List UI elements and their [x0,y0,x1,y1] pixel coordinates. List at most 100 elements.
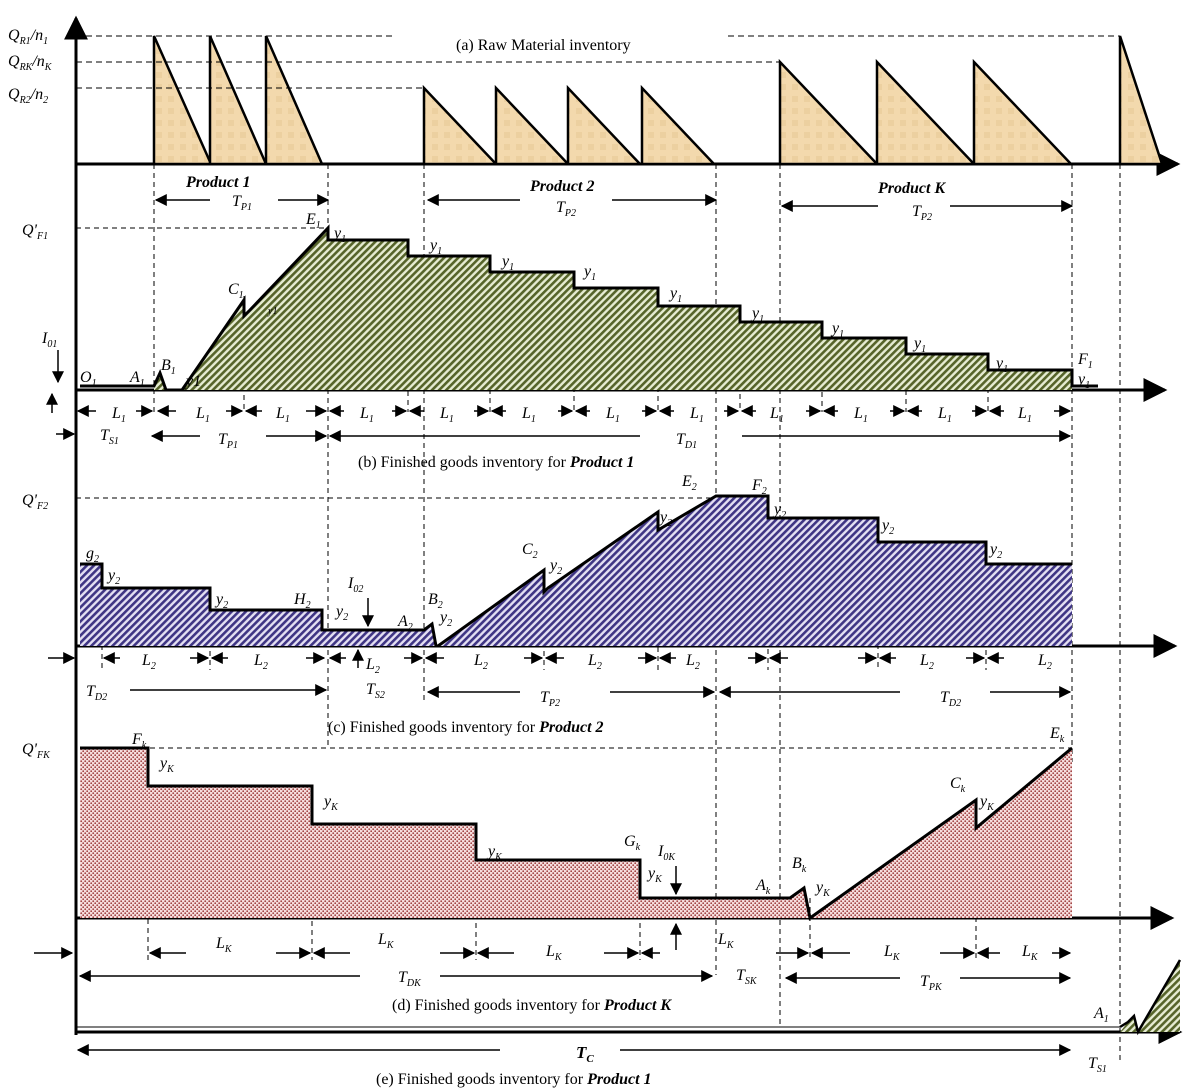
raw-level-q-r1: QR1/n1 [8,27,48,47]
raw-duration-tp1: TP1 [232,193,252,213]
product-1-inventory-line [80,224,1098,392]
svg-text:L1: L1 [359,405,374,425]
raw-duration-tp2: TP2 [556,199,576,219]
svg-text:y2: y2 [772,501,786,521]
raw-material-triangles [152,35,1164,166]
product-2-duration-td2-b: TD2 [940,689,961,709]
product-1-caption: (b) Finished goods inventory for Product… [358,454,634,471]
svg-text:y1: y1 [830,320,844,340]
svg-text:y1: y1 [1076,371,1090,391]
next-cycle-inventory-area [1120,960,1180,1032]
point-c2: C2 [522,541,538,561]
svg-text:y1: y1 [912,335,926,355]
raw-material-caption: (a) Raw Material inventory [456,37,631,54]
svg-text:L2: L2 [141,652,156,672]
product-1-interval-arrows [56,405,1072,442]
svg-text:y2: y2 [658,509,672,529]
product-2-init-arrows [352,598,374,668]
product-1-duration-td1: TD1 [676,431,697,451]
product-2-duration-ts2: TS2 [366,681,385,701]
svg-text:L1: L1 [769,405,784,425]
point-h2: H2 [293,591,311,611]
product-1-panel: Q'F1 I01 O1 A1 B1 C1 E1 F1 y1 y1 y1 y1 y… [22,211,1098,471]
product-2-interval-arrows [48,652,1072,698]
point-bk: Bk [792,855,807,875]
svg-text:y1: y1 [994,355,1008,375]
svg-text:L1: L1 [439,405,454,425]
product-1-demand-labels: y1 y1 y1 y1 y1 y1 y1 y1 y1 y1 y1 y1 [184,225,1090,391]
product-2-panel: Q'F2 g2 H2 A2 B2 C2 E2 F2 I02 y2 y2 y2 y… [22,473,1072,736]
product-k-duration-tdk: TDK [398,969,422,989]
raw-level-guides [76,35,1120,89]
raw-duration-tpk: TP2 [912,203,932,223]
product-2-title: Product 2 [529,178,594,195]
svg-text:LK: LK [717,931,735,951]
svg-text:yK: yK [322,793,339,813]
demand-label: y1 [184,373,201,390]
svg-text:L2: L2 [587,652,602,672]
product-k-inventory-line [80,746,1073,921]
product-k-inventory-area [80,748,1072,918]
point-ak: Ak [755,877,771,897]
product-1-duration-ts1: TS1 [100,427,119,447]
svg-text:L2: L2 [365,656,380,676]
svg-text:y1: y1 [332,225,346,245]
svg-text:y2: y2 [880,517,894,537]
point-o1: O1 [80,369,97,389]
point-f1: F1 [1077,351,1093,371]
svg-text:yK: yK [978,793,995,813]
svg-text:y2: y2 [214,591,228,611]
demand-label: y1 [267,306,277,317]
product-2-inventory-area [80,496,1072,646]
product-1-duration-tp1: TP1 [218,431,238,451]
svg-text:y2: y2 [548,557,562,577]
product-2-duration-td2-a: TD2 [86,683,107,703]
point-ck: Ck [950,775,966,795]
product-1-next-cycle-panel: A1 TC TS1 (e) Finished goods inventory f… [76,959,1182,1088]
point-gk: Gk [624,833,641,853]
cycle-time-label: TC [576,1043,594,1065]
product-2-duration-tp2: TP2 [540,689,560,709]
svg-text:L1: L1 [111,405,126,425]
product-2-ymax: Q'F2 [22,492,48,512]
svg-text:yK: yK [158,755,175,775]
product-k-init-label: I0K [657,843,676,863]
svg-text:y2: y2 [106,567,120,587]
product-k-panel: Q'FK Fk Gk Ak Bk Ck Ek I0K yK yK yK yK y… [22,725,1073,1014]
product-k-interval-arrows [34,947,1072,984]
next-cycle-point-a1: A1 [1093,1005,1109,1025]
point-b2: B2 [428,591,443,611]
svg-text:L2: L2 [919,652,934,672]
product-k-demand-labels: yK yK yK yK yK yK [158,755,995,899]
svg-text:y1: y1 [582,263,596,283]
svg-text:y1: y1 [668,285,682,305]
svg-text:y1: y1 [500,253,514,273]
point-ek: Ek [1049,725,1065,745]
svg-text:L2: L2 [685,652,700,672]
point-e1: E1 [305,211,321,231]
point-a2: A2 [397,613,413,633]
svg-text:LK: LK [1021,943,1039,963]
product-1-interval-labels: L1 L1 L1 L1 L1 L1 L1 L1 L1 L1 L1 L1 [111,405,1032,425]
svg-text:y1: y1 [750,305,764,325]
svg-text:L1: L1 [195,405,210,425]
product-2-inventory-line [80,494,1072,648]
product-k-duration-tpk: TPK [920,973,943,993]
svg-text:L2: L2 [473,652,488,672]
svg-text:L1: L1 [605,405,620,425]
svg-text:L1: L1 [521,405,536,425]
raw-material-panel: QR1/n1 QRK/nK QR2/n2 (a) Raw Material in… [8,27,1164,223]
point-g2: g2 [86,545,99,565]
next-cycle-inventory-line [1119,959,1182,1036]
product-k-interval-labels: LK LK LK LK LK LK [215,931,1039,963]
svg-text:L1: L1 [275,405,290,425]
product-1-ymax: Q'F1 [22,222,48,242]
svg-text:y2: y2 [334,603,348,623]
point-f2: F2 [751,477,767,497]
product-k-caption: (d) Finished goods inventory for Product… [392,997,672,1014]
product-1-next-cycle-caption: (e) Finished goods inventory for Product… [376,1071,652,1088]
point-a1: A1 [129,369,145,389]
svg-text:yK: yK [814,879,831,899]
svg-text:L1: L1 [853,405,868,425]
